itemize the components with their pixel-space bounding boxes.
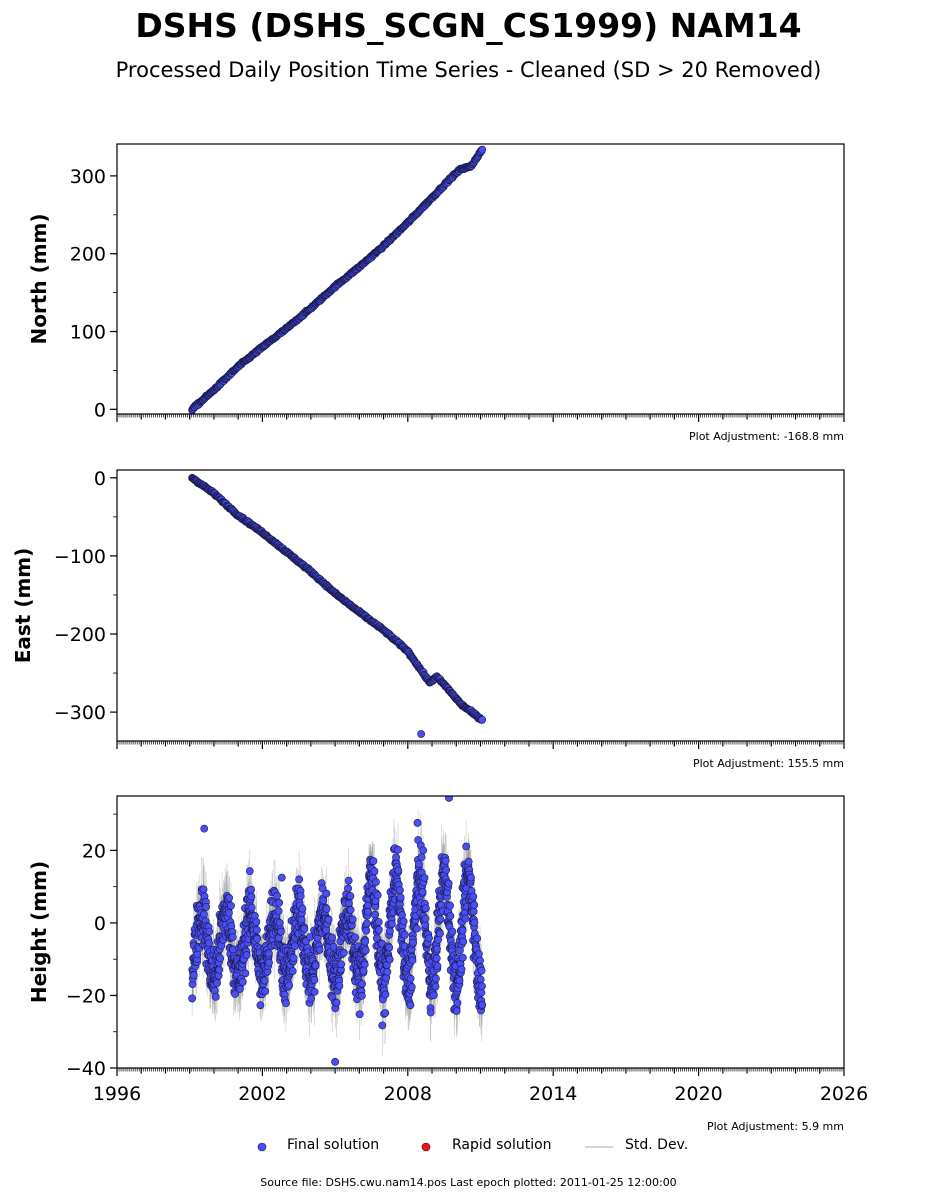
y-tick-label: 0 xyxy=(94,399,106,421)
y-tick-label: 200 xyxy=(70,244,106,266)
data-point xyxy=(275,898,284,907)
data-point xyxy=(256,1001,265,1010)
data-point xyxy=(260,976,269,985)
data-point xyxy=(252,926,261,934)
data-point xyxy=(247,885,256,894)
series-height xyxy=(188,796,487,1066)
data-point xyxy=(295,875,304,884)
data-point xyxy=(252,917,261,926)
data-point xyxy=(282,999,290,1008)
data-point xyxy=(241,969,250,978)
data-point xyxy=(200,910,208,919)
data-point xyxy=(273,891,281,900)
data-point xyxy=(275,919,284,927)
data-point xyxy=(215,965,224,974)
plot-adjustment-note: Plot Adjustment: -168.8 mm xyxy=(689,430,844,443)
y-axis-label: East (mm) xyxy=(11,548,35,664)
y-tick-label: 100 xyxy=(70,322,106,344)
final-points xyxy=(188,796,487,1066)
x-ticks xyxy=(116,414,845,422)
data-point xyxy=(189,971,198,980)
y-tick-label: −300 xyxy=(54,702,106,724)
data-point xyxy=(290,942,299,951)
chart-subtitle: Processed Daily Position Time Series - C… xyxy=(115,58,822,82)
data-point xyxy=(310,987,319,996)
data-point xyxy=(188,994,197,1003)
data-point xyxy=(310,975,319,984)
data-point xyxy=(307,994,316,1003)
chart-title: DSHS (DSHS_SCGN_CS1999) NAM14 xyxy=(135,6,802,45)
data-point xyxy=(296,892,305,901)
data-point xyxy=(227,901,235,910)
data-point xyxy=(202,903,210,911)
y-axis-label: North (mm) xyxy=(27,213,51,344)
panel-east: 0 −100 −200 −300 East (mm) Plot Adjustment: 1… xyxy=(11,468,845,770)
y-tick-label: −100 xyxy=(54,546,106,568)
data-point xyxy=(300,924,309,933)
data-point xyxy=(288,967,297,976)
data-point xyxy=(205,939,214,948)
final-points xyxy=(188,145,487,414)
data-point xyxy=(264,949,273,958)
data-point xyxy=(205,927,214,936)
y-tick-label: −200 xyxy=(54,624,106,646)
final-points xyxy=(188,474,487,738)
data-point xyxy=(478,145,487,154)
data-point xyxy=(261,987,270,996)
data-point xyxy=(238,978,247,986)
data-point xyxy=(265,958,273,967)
data-point xyxy=(228,933,237,942)
data-point xyxy=(245,867,254,876)
data-point xyxy=(213,979,221,987)
data-point xyxy=(285,981,293,990)
data-point xyxy=(298,904,307,913)
data-point xyxy=(311,961,320,970)
panel-frame xyxy=(116,469,845,742)
y-tick-label: 300 xyxy=(70,166,106,188)
data-point xyxy=(224,908,233,917)
series-east xyxy=(188,474,487,738)
data-point xyxy=(231,990,239,998)
data-point xyxy=(199,885,208,894)
outlier-point xyxy=(417,730,426,738)
data-point xyxy=(253,934,262,943)
data-point xyxy=(289,954,298,962)
data-point xyxy=(247,903,256,912)
data-point xyxy=(247,892,256,901)
y-tick-label: 0 xyxy=(94,468,106,490)
data-point xyxy=(216,954,225,963)
data-point xyxy=(236,985,244,993)
x-ticks xyxy=(116,741,845,749)
plot-adjustment-note: Plot Adjustment: 155.5 mm xyxy=(693,757,844,770)
data-point xyxy=(478,715,487,724)
panel-north: 0 100 200 300 North (mm) Plot Adjustment: -16… xyxy=(27,143,845,443)
data-point xyxy=(274,907,283,916)
data-point xyxy=(242,951,251,959)
series-north xyxy=(188,145,487,414)
data-point xyxy=(225,893,233,902)
data-point xyxy=(277,927,285,936)
data-point xyxy=(211,993,220,1001)
